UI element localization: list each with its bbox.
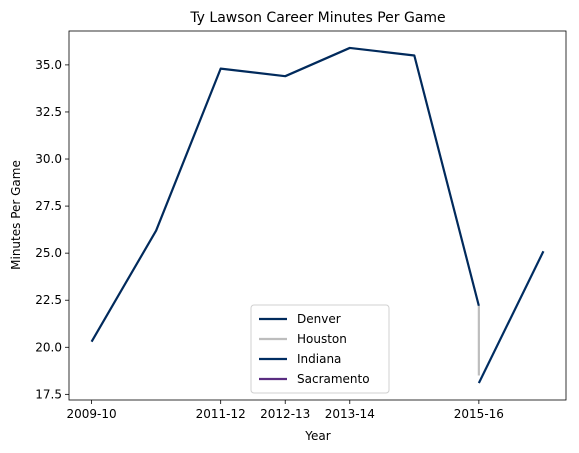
y-axis-title: Minutes Per Game xyxy=(9,160,23,270)
legend-box xyxy=(250,304,390,394)
series-line-denver xyxy=(90,46,480,343)
plot-frame xyxy=(68,30,567,401)
x-tick-label: 2015-16 xyxy=(454,407,504,421)
y-tick-label: 35.0 xyxy=(35,58,62,72)
legend-label-indiana: Indiana xyxy=(297,352,341,366)
x-tick-label: 2011-12 xyxy=(196,407,246,421)
y-axis: 17.5 20.0 22.5 25.0 27.5 30.0 32.5 35.0 xyxy=(35,58,69,401)
chart-title: Ty Lawson Career Minutes Per Game xyxy=(189,10,445,26)
x-tick-label: 2013-14 xyxy=(325,407,375,421)
legend-label-houston: Houston xyxy=(297,332,347,346)
series-line-indiana xyxy=(477,250,545,384)
x-tick-label: 2009-10 xyxy=(67,407,117,421)
legend-label-denver: Denver xyxy=(297,312,341,326)
y-tick-label: 30.0 xyxy=(35,152,62,166)
legend-label-sacramento: Sacramento xyxy=(297,372,370,386)
legend: Denver Houston Indiana Sacramento xyxy=(250,304,390,394)
series-layer xyxy=(90,46,545,384)
y-tick-label: 27.5 xyxy=(35,199,62,213)
x-axis: 2009-10 2011-12 2012-13 2013-14 2015-16 xyxy=(67,400,504,421)
y-tick-label: 25.0 xyxy=(35,246,62,260)
y-tick-label: 32.5 xyxy=(35,105,62,119)
y-tick-label: 20.0 xyxy=(35,340,62,354)
x-axis-title: Year xyxy=(304,429,330,443)
y-tick-label: 22.5 xyxy=(35,293,62,307)
x-tick-label: 2012-13 xyxy=(260,407,310,421)
y-tick-label: 17.5 xyxy=(35,387,62,401)
